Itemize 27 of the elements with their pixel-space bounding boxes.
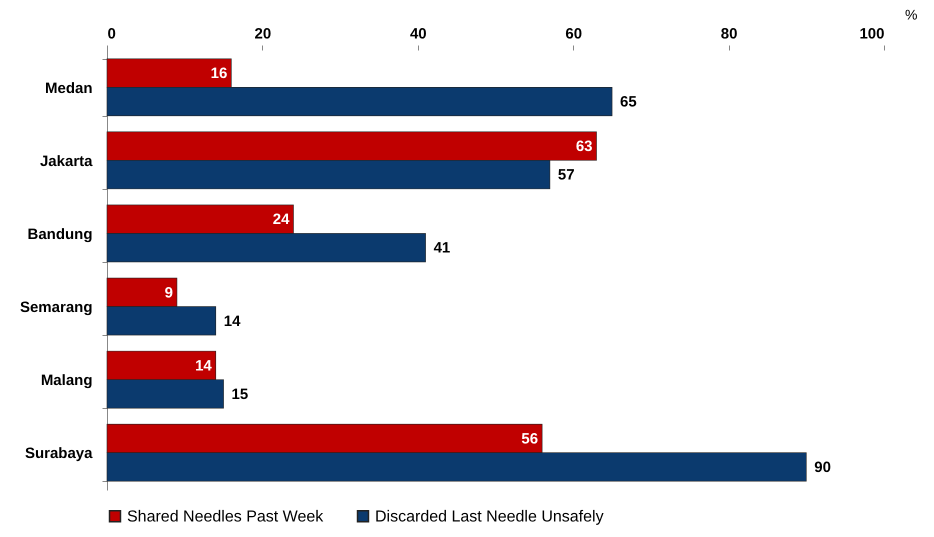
x-axis-title: %	[905, 6, 918, 22]
x-tick-label: 100	[859, 26, 884, 42]
x-tick-label: 80	[720, 26, 738, 42]
y-tick-label: Surabaya	[24, 445, 94, 462]
data-label: 15	[232, 386, 248, 403]
data-label: 41	[434, 240, 450, 257]
data-label: 24	[272, 211, 290, 228]
legend-label: Shared Needles Past Week	[127, 508, 324, 526]
x-tick-label: 60	[565, 26, 582, 42]
x-tick-label: 20	[254, 26, 272, 42]
data-label: 63	[576, 138, 593, 156]
y-tick-label: Jakarta	[40, 152, 94, 170]
data-label: 65	[620, 94, 637, 111]
data-label: 14	[224, 312, 242, 330]
x-tick-label: 40	[410, 26, 427, 42]
x-tick-label: 0	[108, 26, 116, 42]
data-label: 90	[814, 458, 831, 476]
data-label: 56	[521, 430, 538, 448]
data-label: 16	[210, 65, 228, 82]
data-label: 9	[164, 284, 173, 302]
y-tick-label: Semarang	[20, 299, 92, 316]
y-tick-label: Medan	[44, 80, 92, 97]
y-tick-label: Bandung	[28, 226, 92, 243]
data-label: 14	[195, 357, 212, 374]
y-tick-label: Malang	[40, 372, 92, 390]
legend-label: Discarded Last Needle Unsafely	[375, 508, 604, 526]
data-label: 57	[558, 166, 575, 184]
